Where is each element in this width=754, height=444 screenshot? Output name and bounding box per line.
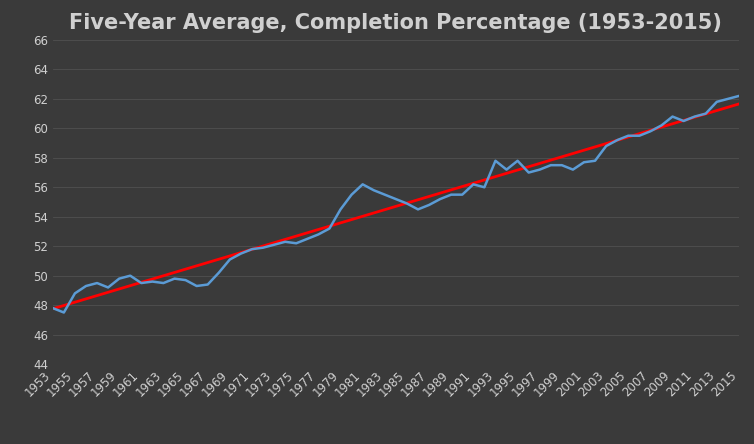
Title: Five-Year Average, Completion Percentage (1953-2015): Five-Year Average, Completion Percentage… bbox=[69, 13, 722, 33]
